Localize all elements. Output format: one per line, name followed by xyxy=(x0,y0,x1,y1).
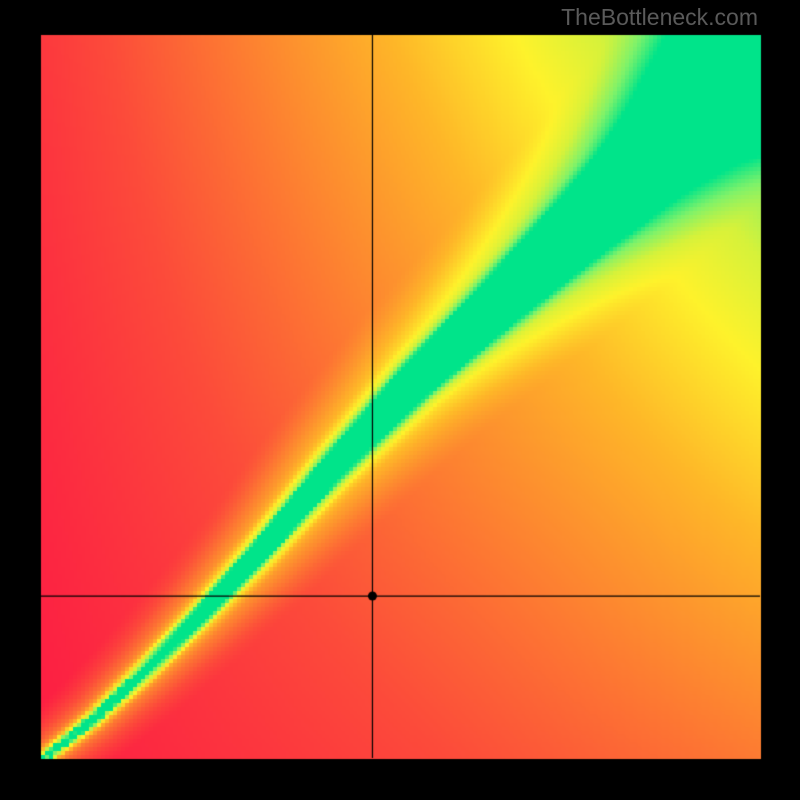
watermark-text: TheBottleneck.com xyxy=(561,4,758,31)
bottleneck-heatmap xyxy=(0,0,800,800)
